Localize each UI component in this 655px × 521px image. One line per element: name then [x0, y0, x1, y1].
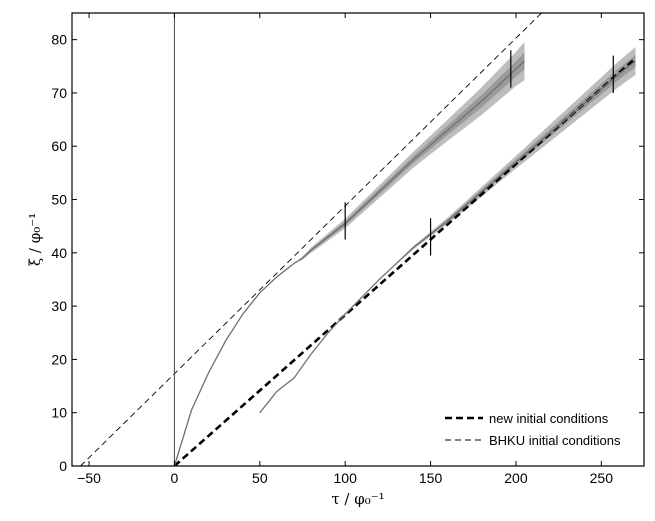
error-markers [345, 50, 613, 255]
legend-label-0: new initial conditions [489, 411, 609, 426]
y-tick-label: 50 [51, 192, 67, 208]
refline-bhku-initial-conditions [81, 13, 542, 466]
y-tick-label: 0 [59, 458, 67, 474]
y-tick-label: 70 [51, 85, 67, 101]
x-tick-label: 250 [590, 470, 614, 486]
y-tick-label: 60 [51, 138, 67, 154]
plot-frame [72, 13, 644, 466]
legend: new initial conditions BHKU initial condi… [439, 404, 639, 456]
y-tick-label: 80 [51, 32, 67, 48]
x-tick-label: 0 [171, 470, 179, 486]
y-tick-label: 10 [51, 405, 67, 421]
y-tick-label: 20 [51, 351, 67, 367]
legend-label-1: BHKU initial conditions [489, 433, 621, 448]
y-tick-label: 30 [51, 298, 67, 314]
reference-lines [81, 13, 636, 466]
x-tick-label: 200 [504, 470, 528, 486]
x-axis-label: τ / φ₀⁻¹ [331, 490, 384, 508]
x-tick-label: 150 [419, 470, 443, 486]
y-tick-label: 40 [51, 245, 67, 261]
band-1 [260, 47, 636, 413]
x-tick-label: 50 [252, 470, 268, 486]
band-core-0 [174, 52, 524, 466]
x-tick-label: 100 [334, 470, 358, 486]
uncertainty-bands [174, 42, 635, 466]
x-tick-label: −50 [77, 470, 101, 486]
y-axis-label: ξ / φ₀⁻¹ [26, 213, 44, 266]
